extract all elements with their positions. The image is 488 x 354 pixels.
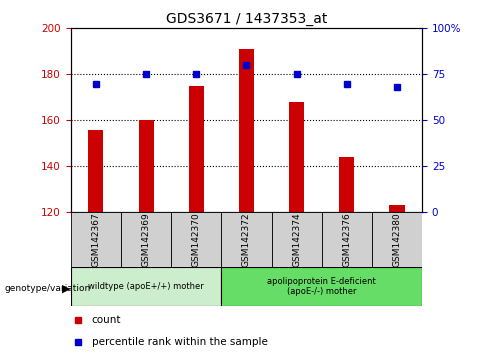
Text: GSM142380: GSM142380 [392, 212, 402, 267]
Bar [389, 205, 405, 212]
Bar [289, 102, 304, 212]
Bar [222, 267, 422, 306]
Bar [222, 212, 271, 267]
Text: wildtype (apoE+/+) mother: wildtype (apoE+/+) mother [88, 282, 204, 291]
Text: ▶: ▶ [61, 284, 70, 293]
Text: GSM142367: GSM142367 [91, 212, 101, 267]
Bar [71, 267, 222, 306]
Bar [171, 212, 222, 267]
Text: GSM142370: GSM142370 [192, 212, 201, 267]
Bar [88, 130, 103, 212]
Text: GSM142376: GSM142376 [342, 212, 351, 267]
Text: GSM142374: GSM142374 [292, 212, 301, 267]
Bar [339, 157, 354, 212]
Bar [239, 49, 254, 212]
Bar [372, 212, 422, 267]
Bar [322, 212, 372, 267]
Bar [121, 212, 171, 267]
Title: GDS3671 / 1437353_at: GDS3671 / 1437353_at [166, 12, 327, 26]
Bar [139, 120, 154, 212]
Text: genotype/variation: genotype/variation [5, 284, 91, 293]
Text: GSM142372: GSM142372 [242, 212, 251, 267]
Bar [189, 86, 204, 212]
Text: count: count [92, 315, 122, 325]
Text: percentile rank within the sample: percentile rank within the sample [92, 337, 268, 347]
Bar [71, 212, 121, 267]
Bar [271, 212, 322, 267]
Text: GSM142369: GSM142369 [142, 212, 151, 267]
Text: apolipoprotein E-deficient
(apoE-/-) mother: apolipoprotein E-deficient (apoE-/-) mot… [267, 277, 376, 296]
